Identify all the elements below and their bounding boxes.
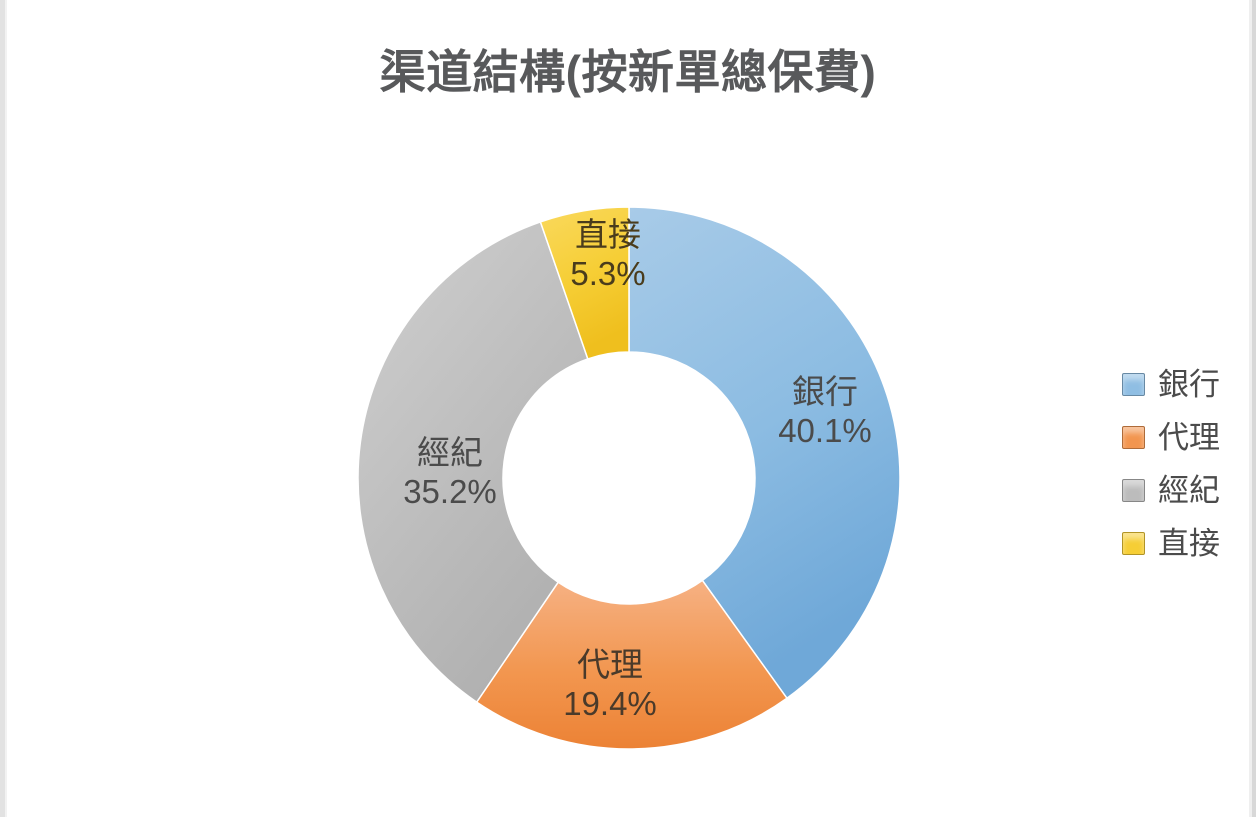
legend-swatch-direct-icon xyxy=(1122,532,1145,555)
chart-legend: 銀行 代理 經紀 直接 xyxy=(1122,358,1248,570)
right-edge-strip xyxy=(1252,0,1256,817)
chart-title: 渠道結構(按新單總保費) xyxy=(379,46,877,98)
donut-svg xyxy=(358,207,900,749)
legend-label-bank: 銀行 xyxy=(1158,367,1220,402)
legend-label-broker: 經紀 xyxy=(1158,473,1220,508)
legend-swatch-broker-icon xyxy=(1122,479,1145,502)
legend-swatch-bank-icon xyxy=(1122,373,1145,396)
donut-slice-直接[interactable] xyxy=(539,207,630,360)
legend-label-agent: 代理 xyxy=(1158,420,1220,455)
legend-label-direct: 直接 xyxy=(1158,526,1220,561)
donut-slice-經紀[interactable] xyxy=(358,220,589,704)
donut-slices xyxy=(358,207,900,749)
legend-item-agent[interactable]: 代理 xyxy=(1122,411,1248,464)
legend-item-direct[interactable]: 直接 xyxy=(1122,517,1248,570)
donut-slice-銀行[interactable] xyxy=(628,207,900,700)
legend-swatch-agent-icon xyxy=(1122,426,1145,449)
left-edge-strip xyxy=(0,0,5,817)
donut-slice-代理[interactable] xyxy=(475,579,788,749)
left-edge-strip-inner xyxy=(5,0,7,817)
legend-item-broker[interactable]: 經紀 xyxy=(1122,464,1248,517)
donut-chart xyxy=(358,207,900,749)
right-edge-strip-inner xyxy=(1249,0,1252,817)
legend-item-bank[interactable]: 銀行 xyxy=(1122,358,1248,411)
